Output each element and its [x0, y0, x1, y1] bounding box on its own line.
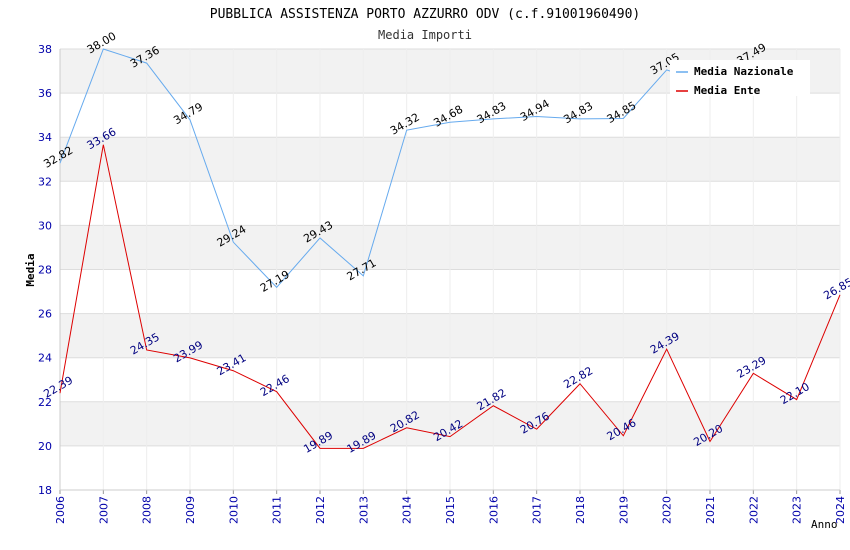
y-tick-label: 30 [38, 219, 52, 232]
x-tick-label: 2011 [271, 496, 284, 524]
x-tick-label: 2016 [487, 496, 500, 524]
y-tick-label: 28 [38, 264, 52, 277]
y-tick-label: 22 [38, 396, 52, 409]
x-axis-label: Anno [811, 518, 838, 531]
x-tick-labels: 2006 2007 2008 2009 2010 2011 2012 2013 2014 2015… [54, 496, 847, 524]
chart-subtitle: Media Importi [378, 28, 472, 42]
x-tick-label: 2019 [617, 496, 630, 524]
legend-label-media-nazionale: Media Nazionale [694, 65, 794, 78]
legend-box [670, 60, 810, 96]
chart-title: PUBBLICA ASSISTENZA PORTO AZZURRO ODV (c… [210, 7, 640, 22]
x-tick-label: 2013 [357, 496, 370, 524]
y-tick-label: 32 [38, 175, 52, 188]
x-tick-label: 2008 [141, 496, 154, 524]
y-tick-label: 20 [38, 440, 52, 453]
x-tick-label: 2023 [791, 496, 804, 524]
y-tick-label: 38 [38, 43, 52, 56]
x-tick-label: 2012 [314, 496, 327, 524]
x-tick-label: 2015 [444, 496, 457, 524]
x-tick-label: 2009 [184, 496, 197, 524]
x-tick-label: 2021 [704, 496, 717, 524]
y-tick-label: 34 [38, 131, 52, 144]
axes [59, 49, 840, 491]
x-tick-label: 2022 [747, 496, 760, 524]
x-tick-label: 2006 [54, 496, 67, 524]
y-tick-label: 18 [38, 484, 52, 497]
legend-label-media-ente: Media Ente [694, 84, 761, 97]
y-tick-label: 26 [38, 308, 52, 321]
x-tick-label: 2020 [661, 496, 674, 524]
x-tick-label: 2024 [834, 496, 847, 524]
y-tick-label: 36 [38, 87, 52, 100]
y-tick-labels: 18 20 22 24 26 28 30 32 34 36 38 [38, 43, 52, 497]
x-tick-label: 2014 [401, 496, 414, 524]
legend: Media Nazionale Media Ente [670, 60, 810, 97]
y-tick-label: 24 [38, 352, 52, 365]
x-tick-label: 2010 [227, 496, 240, 524]
series-line-media-ente [59, 144, 841, 449]
x-tick-label: 2007 [97, 496, 110, 524]
series-lines [59, 48, 841, 449]
x-tick-label: 2018 [574, 496, 587, 524]
x-tick-label: 2017 [531, 496, 544, 524]
series-line-media-nazionale [59, 48, 754, 289]
y-axis-label: Media [24, 253, 37, 286]
